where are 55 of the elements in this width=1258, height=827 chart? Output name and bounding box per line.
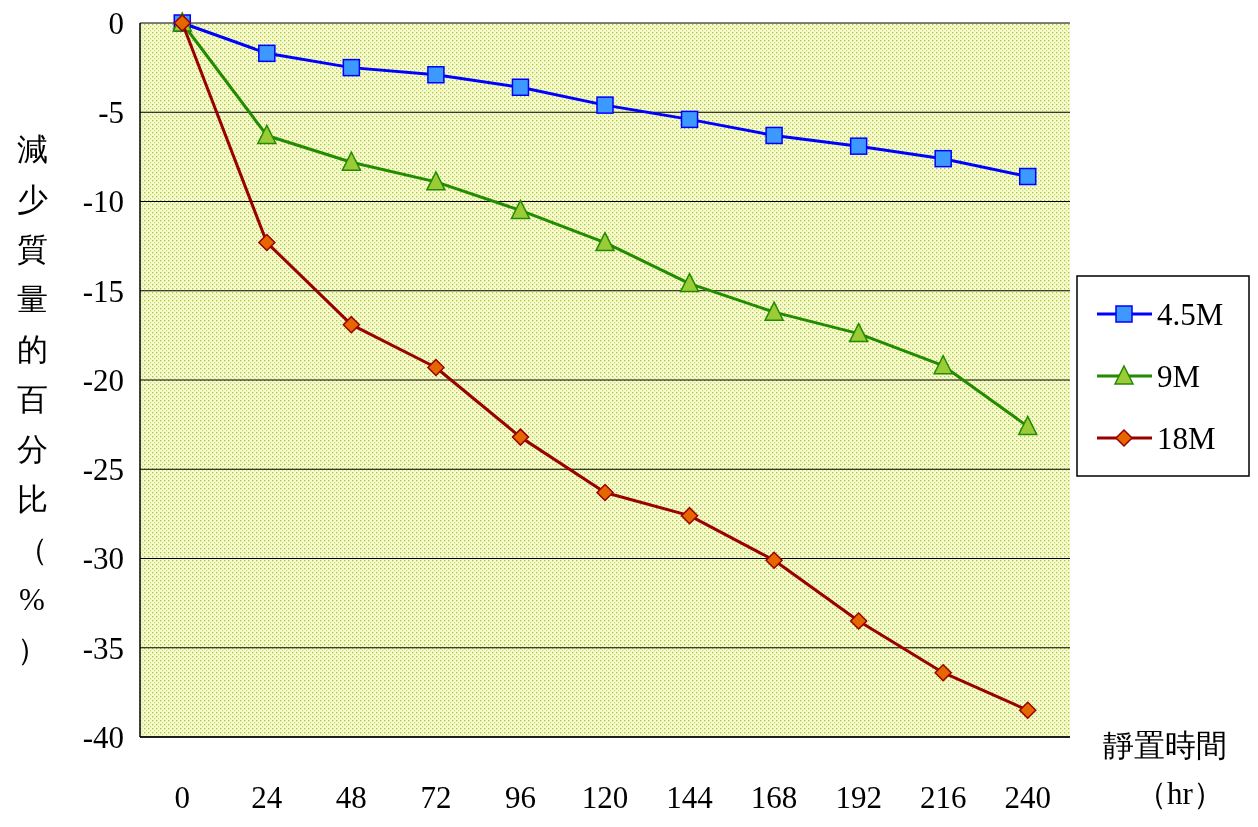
point (258, 233, 276, 252)
point (342, 58, 361, 77)
point (680, 110, 699, 129)
point (1018, 701, 1037, 719)
point (764, 301, 784, 321)
point (680, 506, 699, 525)
point (934, 663, 952, 682)
y-tick-label: -40 (82, 719, 124, 755)
point (427, 358, 445, 377)
point (765, 551, 783, 570)
x-tick-label: 144 (666, 779, 714, 815)
legend-label: 9M (1157, 358, 1201, 394)
point (258, 44, 276, 63)
x-tick-label: 216 (919, 779, 967, 815)
point (765, 126, 783, 145)
y-tick-label: -25 (82, 452, 124, 488)
point (342, 315, 361, 334)
point (511, 428, 530, 446)
x-axis-title: 靜置時間（hr） (1103, 727, 1227, 811)
y-tick-label: -20 (82, 362, 124, 398)
point (511, 78, 530, 97)
y-tick-label: -5 (98, 95, 124, 131)
y-tick-label: -35 (82, 630, 124, 666)
x-tick-label: 120 (581, 779, 629, 815)
x-tick-label: 72 (420, 779, 452, 815)
point (510, 199, 531, 220)
y-tick-label: 0 (108, 5, 124, 41)
point (849, 137, 868, 155)
x-tick-label: 168 (750, 779, 798, 815)
point (257, 124, 277, 145)
legend-label: 18M (1157, 420, 1216, 456)
x-tick-label: 240 (1004, 779, 1051, 815)
point (934, 149, 952, 168)
y-tick-label: -10 (82, 184, 124, 220)
point (933, 354, 953, 375)
point (849, 612, 868, 630)
point (596, 483, 614, 502)
point (341, 151, 362, 171)
legend-label: 4.5M (1157, 296, 1224, 332)
point (1017, 415, 1038, 436)
point (596, 96, 614, 114)
point (426, 171, 446, 191)
x-tick-label: 24 (251, 779, 283, 815)
y-tick-label: -30 (82, 541, 124, 577)
x-tick-label: 96 (504, 779, 536, 815)
point (679, 272, 700, 293)
x-tick-label: 0 (174, 779, 191, 815)
point (1018, 167, 1037, 186)
point (848, 322, 869, 343)
point (427, 66, 445, 84)
point (595, 231, 615, 252)
x-tick-label: 192 (835, 779, 882, 815)
x-tick-label: 48 (335, 779, 367, 815)
y-tick-label: -15 (82, 273, 124, 309)
text: 減少質量的百分比（%） (16, 132, 48, 667)
